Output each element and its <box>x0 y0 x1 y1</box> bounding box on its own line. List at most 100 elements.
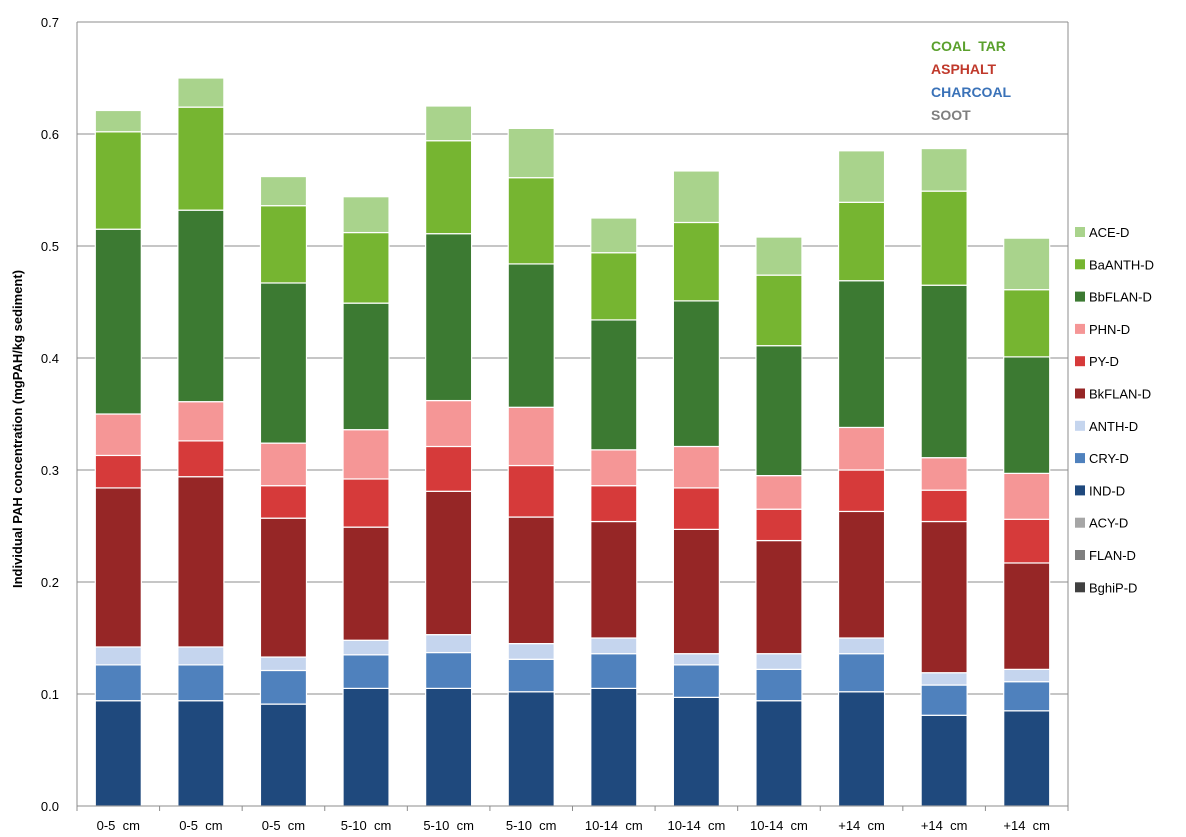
y-tick-label: 0.1 <box>41 687 59 702</box>
legend-label: ACY-D <box>1089 516 1128 531</box>
bar-segment-py-d <box>920 489 968 523</box>
bar-segment-baanth-d <box>672 221 720 302</box>
bar-segment-ind-d <box>755 700 803 807</box>
bar-segment-bkflan-d <box>755 539 803 655</box>
legend-swatch <box>1075 420 1085 431</box>
bar-segment-phn-d <box>755 475 803 510</box>
y-tick-label: 0.5 <box>41 239 59 254</box>
bar-segment-ace-d <box>755 236 803 276</box>
bar-segment-cry-d <box>590 653 638 689</box>
bar-segment-ace-d <box>342 196 390 234</box>
y-axis-title: Individual PAH concentration (mgPAH/kg s… <box>10 270 25 588</box>
bar-segment-bkflan-d <box>177 476 225 648</box>
legend-label: CRY-D <box>1089 451 1129 466</box>
bar-segment-baanth-d <box>342 231 390 304</box>
bar-segment-phn-d <box>672 445 720 489</box>
legend-label: FLAN-D <box>1089 548 1136 563</box>
x-tick-label: 10-14 cm <box>667 818 725 833</box>
bar-segment-bbflan-d <box>672 300 720 448</box>
bar-segment-phn-d <box>94 413 142 457</box>
bar-segment-cry-d <box>672 664 720 698</box>
bar-segment-py-d <box>1003 518 1051 564</box>
legend-label: IND-D <box>1089 483 1125 498</box>
bar-segment-ind-d <box>507 691 555 807</box>
bar-segment-ace-d <box>177 77 225 108</box>
bar-segment-ind-d <box>425 687 473 807</box>
bar-segment-baanth-d <box>920 190 968 286</box>
bar-segment-baanth-d <box>1003 289 1051 358</box>
annotation-label: CHARCOAL <box>931 84 1012 100</box>
bar-segment-ace-d <box>590 217 638 254</box>
bar-segment-anth-d <box>590 637 638 655</box>
bar-segment-cry-d <box>837 653 886 693</box>
bar-segment-ind-d <box>259 703 308 807</box>
bar-segment-anth-d <box>920 672 968 686</box>
y-tick-label: 0.0 <box>41 799 59 814</box>
bar-segment-bbflan-d <box>342 302 390 431</box>
legend-label: PY-D <box>1089 354 1119 369</box>
bar-segment-bkflan-d <box>507 516 555 645</box>
bar-segment-py-d <box>590 485 638 523</box>
legend-label: BbFLAN-D <box>1089 290 1152 305</box>
bar-segment-baanth-d <box>177 106 225 211</box>
bar-segment-bbflan-d <box>920 284 968 459</box>
bar-segment-ace-d <box>672 170 720 224</box>
bar-segment-ace-d <box>94 109 142 133</box>
annotation-label: SOOT <box>931 107 971 123</box>
bar-segment-py-d <box>837 469 886 513</box>
x-tick-label: +14 cm <box>838 818 885 833</box>
annotations: COAL TAR ASPHALT CHARCOAL SOOT <box>931 38 1012 123</box>
bar-segment-phn-d <box>425 399 473 448</box>
x-tick-label: 0-5 cm <box>97 818 140 833</box>
bar-segment-bkflan-d <box>425 490 473 636</box>
bar-segment-py-d <box>672 487 720 530</box>
bar-segment-py-d <box>755 508 803 542</box>
legend-swatch <box>1075 582 1085 593</box>
bar-segment-cry-d <box>425 651 473 689</box>
bar-segment-phn-d <box>837 426 886 471</box>
annotation-label: COAL TAR <box>931 38 1006 54</box>
bar-segment-ind-d <box>342 687 390 807</box>
bar-segment-ind-d <box>177 700 225 807</box>
bar-segment-baanth-d <box>837 201 886 282</box>
bar-segment-cry-d <box>94 664 142 702</box>
x-tick-labels: 0-5 cm 0-5 cm 0-5 cm 5-10 cm 5-10 cm 5-10 cm 1… <box>97 818 1050 833</box>
bar-segment-py-d <box>259 485 308 519</box>
bar-segment-phn-d <box>1003 472 1051 520</box>
bar-segment-bbflan-d <box>94 228 142 415</box>
bar-segment-phn-d <box>920 457 968 491</box>
bar-segment-phn-d <box>259 442 308 487</box>
legend-label: PHN-D <box>1089 322 1130 337</box>
bar-segment-ind-d <box>672 696 720 807</box>
bar-segment-py-d <box>425 445 473 492</box>
bar-segment-anth-d <box>94 646 142 666</box>
bar-segment-cry-d <box>755 668 803 702</box>
legend-swatch <box>1075 388 1085 399</box>
legend-label: BkFLAN-D <box>1089 387 1151 402</box>
bar-segment-anth-d <box>837 637 886 655</box>
bar-segment-anth-d <box>259 656 308 672</box>
legend-swatch <box>1075 259 1085 270</box>
bars <box>94 77 1051 807</box>
legend-label: ANTH-D <box>1089 419 1138 434</box>
bar-segment-phn-d <box>342 429 390 480</box>
bar-segment-bbflan-d <box>755 345 803 477</box>
bar-segment-ind-d <box>590 687 638 807</box>
bar-segment-anth-d <box>672 653 720 666</box>
bar-segment-ace-d <box>1003 237 1051 291</box>
x-tick-label: +14 cm <box>1003 818 1050 833</box>
bar-segment-phn-d <box>507 406 555 467</box>
bar-segment-cry-d <box>920 684 968 716</box>
bar-segment-anth-d <box>1003 668 1051 683</box>
bar-segment-bbflan-d <box>837 280 886 429</box>
y-tick-label: 0.6 <box>41 127 59 142</box>
y-tick-label: 0.3 <box>41 463 59 478</box>
bar-segment-bkflan-d <box>672 528 720 655</box>
bar-segment-ace-d <box>837 150 886 203</box>
bar-segment-cry-d <box>259 669 308 705</box>
bar-segment-bkflan-d <box>259 517 308 658</box>
bar-segment-ace-d <box>425 105 473 142</box>
bar-segment-cry-d <box>1003 681 1051 712</box>
legend: ACE-D BaANTH-D BbFLAN-D PHN-D PY-D BkFLAN-D AN… <box>1075 225 1154 595</box>
